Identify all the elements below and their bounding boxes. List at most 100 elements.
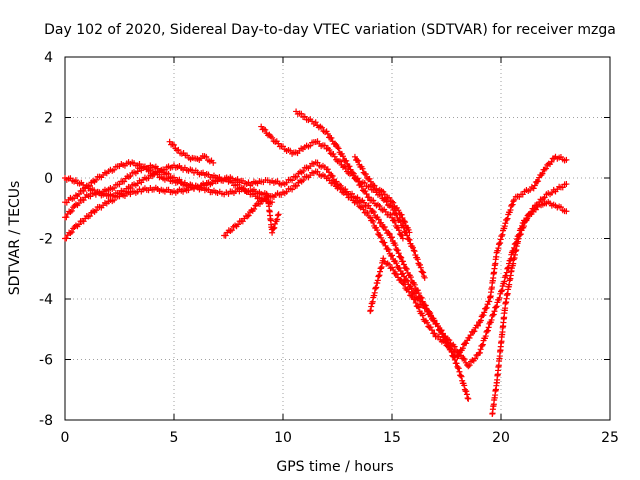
data-point: [350, 170, 357, 177]
data-point: [328, 134, 335, 141]
data-point: [335, 145, 342, 152]
data-point: [351, 153, 358, 160]
data-point: [385, 246, 392, 253]
data-point: [76, 191, 83, 198]
data-point: [482, 333, 489, 340]
data-point: [314, 159, 321, 166]
data-point: [330, 150, 337, 157]
data-point: [395, 207, 402, 214]
data-point: [400, 273, 407, 280]
data-point: [456, 368, 463, 375]
data-point: [329, 173, 336, 180]
data-point: [438, 327, 445, 334]
y-tick-label: -6: [39, 353, 53, 369]
data-point: [384, 245, 391, 252]
data-point: [488, 316, 495, 323]
data-point: [507, 207, 514, 214]
data-point: [294, 182, 301, 189]
series-track-b: [62, 159, 472, 402]
data-point: [397, 276, 404, 283]
data-point: [63, 235, 70, 242]
data-point: [548, 189, 555, 196]
data-point: [563, 208, 570, 215]
data-point: [369, 217, 376, 224]
data-point: [395, 250, 402, 257]
data-point: [360, 206, 367, 213]
data-point: [480, 312, 487, 319]
data-point: [431, 330, 438, 337]
data-point: [414, 287, 421, 294]
data-point: [471, 328, 478, 335]
data-point: [175, 146, 182, 153]
data-point: [245, 187, 252, 194]
data-point: [366, 175, 373, 182]
data-point: [269, 134, 276, 141]
series-track-h: [367, 153, 570, 360]
data-point: [258, 123, 265, 130]
data-point: [349, 169, 356, 176]
data-point: [390, 267, 397, 274]
data-point: [386, 261, 393, 268]
data-point: [485, 324, 492, 331]
series-track-i: [221, 192, 282, 239]
data-point: [348, 194, 355, 201]
data-point: [234, 181, 241, 188]
data-point: [337, 158, 344, 165]
data-point: [321, 142, 328, 149]
data-point: [274, 212, 281, 219]
data-point: [324, 130, 331, 137]
data-point: [332, 140, 339, 147]
data-point: [417, 261, 424, 268]
data-point: [411, 248, 418, 255]
data-point: [415, 304, 422, 311]
data-point: [504, 215, 511, 222]
data-point: [477, 346, 484, 353]
data-point: [544, 161, 551, 168]
data-point: [63, 214, 70, 221]
data-point: [390, 199, 397, 206]
data-point: [339, 153, 346, 160]
data-point: [399, 270, 406, 277]
data-point: [479, 342, 486, 349]
data-point: [493, 303, 500, 310]
data-point: [427, 324, 434, 331]
data-point: [111, 184, 118, 191]
data-point: [378, 234, 385, 241]
y-tick-label: 4: [44, 50, 53, 66]
data-point: [402, 265, 409, 272]
data-point: [465, 395, 472, 402]
data-point: [492, 304, 499, 311]
data-point: [274, 216, 281, 223]
data-point: [414, 303, 421, 310]
data-point: [455, 365, 462, 372]
data-point: [328, 172, 335, 179]
data-point: [563, 156, 570, 163]
data-point: [393, 260, 400, 267]
data-point: [453, 360, 460, 367]
data-point: [541, 194, 548, 201]
data-point: [385, 230, 392, 237]
data-point: [93, 177, 100, 184]
data-point: [289, 186, 296, 193]
data-point: [406, 229, 413, 236]
x-tick-label: 20: [492, 430, 510, 446]
data-point: [287, 147, 294, 154]
data-point: [466, 335, 473, 341]
data-point: [402, 219, 409, 226]
data-point: [381, 191, 388, 198]
data-point: [214, 178, 221, 185]
data-point: [511, 196, 518, 203]
data-point: [420, 269, 427, 276]
data-point: [406, 236, 413, 243]
data-point: [465, 363, 472, 370]
data-point: [483, 304, 490, 311]
data-point: [165, 170, 172, 177]
data-point: [524, 215, 531, 222]
data-point: [460, 355, 467, 362]
data-point: [400, 261, 407, 268]
data-point: [398, 211, 405, 218]
data-point: [270, 225, 277, 232]
data-point: [362, 188, 369, 195]
data-point: [420, 302, 427, 309]
data-point: [520, 223, 527, 230]
